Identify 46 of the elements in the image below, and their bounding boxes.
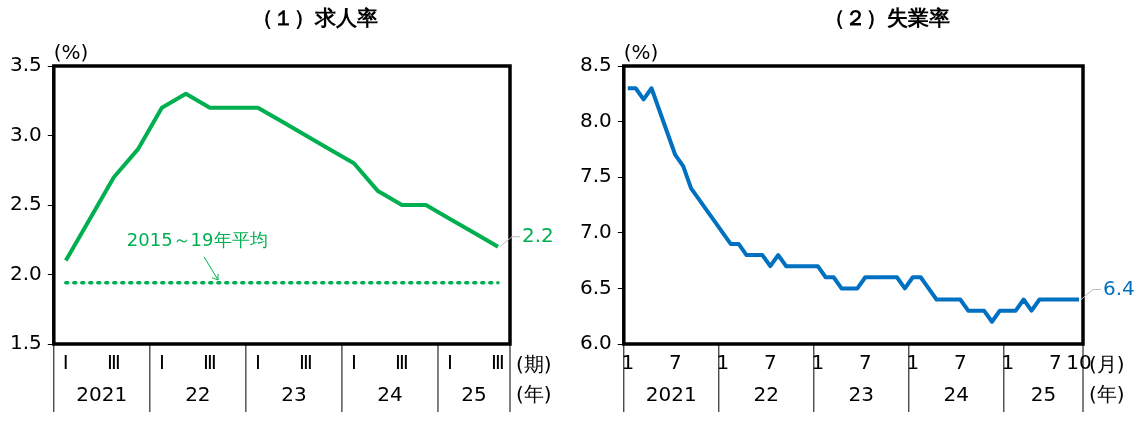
- x-tick-label: 7: [668, 350, 682, 375]
- y-tick-label: 3.0: [9, 121, 42, 146]
- text: 2021: [76, 382, 128, 407]
- y-tick-label: 2.5: [9, 191, 42, 216]
- chart-title: （２）失業率: [822, 5, 951, 32]
- text: 2021: [645, 382, 697, 407]
- ref-line-label: 2015～19年平均: [126, 228, 268, 250]
- y-tick-label: 7.5: [579, 163, 612, 188]
- x-tick-label: 7: [953, 350, 967, 375]
- text: 23: [848, 382, 875, 407]
- text: 24: [943, 382, 970, 407]
- x-tick-label: Ⅰ: [447, 350, 453, 375]
- text: 2.2: [521, 222, 554, 247]
- text: 22: [753, 382, 780, 407]
- x-tick-label: Ⅲ: [395, 350, 409, 375]
- text: 25: [1030, 382, 1057, 407]
- y-tick-label: 8.5: [579, 52, 612, 77]
- x-tick-label: 10: [1066, 350, 1092, 375]
- chart-title: （１）求人率: [251, 5, 379, 32]
- x-tick-label: Ⅲ: [106, 350, 121, 375]
- y-axis-title: (%): [53, 40, 89, 65]
- text: 24: [377, 382, 403, 407]
- x-tick-label: Ⅰ: [158, 350, 165, 375]
- x-tick-label: Ⅰ: [350, 350, 357, 375]
- x-tick-label: Ⅲ: [202, 350, 217, 375]
- text: 23: [281, 382, 307, 407]
- x-tick-label: Ⅰ: [254, 350, 261, 375]
- y-tick-label: 2.0: [9, 260, 42, 285]
- x-tick-label: 7: [1048, 350, 1062, 375]
- x-axis-title: (月) (年): [1089, 352, 1125, 407]
- x-tick-label: Ⅲ: [491, 350, 505, 375]
- text: 25: [461, 382, 487, 407]
- text: 6.4: [1103, 275, 1135, 300]
- y-tick-label: 1.5: [9, 330, 42, 355]
- y-tick-label: 6.5: [579, 274, 612, 299]
- y-tick-label: 3.5: [9, 52, 42, 77]
- x-tick-label: Ⅰ: [62, 350, 69, 375]
- x-axis-title: (期) (年): [516, 352, 552, 407]
- x-tick-label: 7: [763, 350, 777, 375]
- y-tick-label: 6.0: [579, 330, 612, 355]
- x-tick-label: 7: [858, 350, 872, 375]
- y-axis-title: (%): [623, 40, 659, 65]
- y-tick-label: 7.0: [579, 219, 612, 243]
- text: 22: [185, 382, 211, 407]
- x-tick-label: Ⅲ: [299, 350, 313, 375]
- y-tick-label: 8.0: [579, 107, 612, 132]
